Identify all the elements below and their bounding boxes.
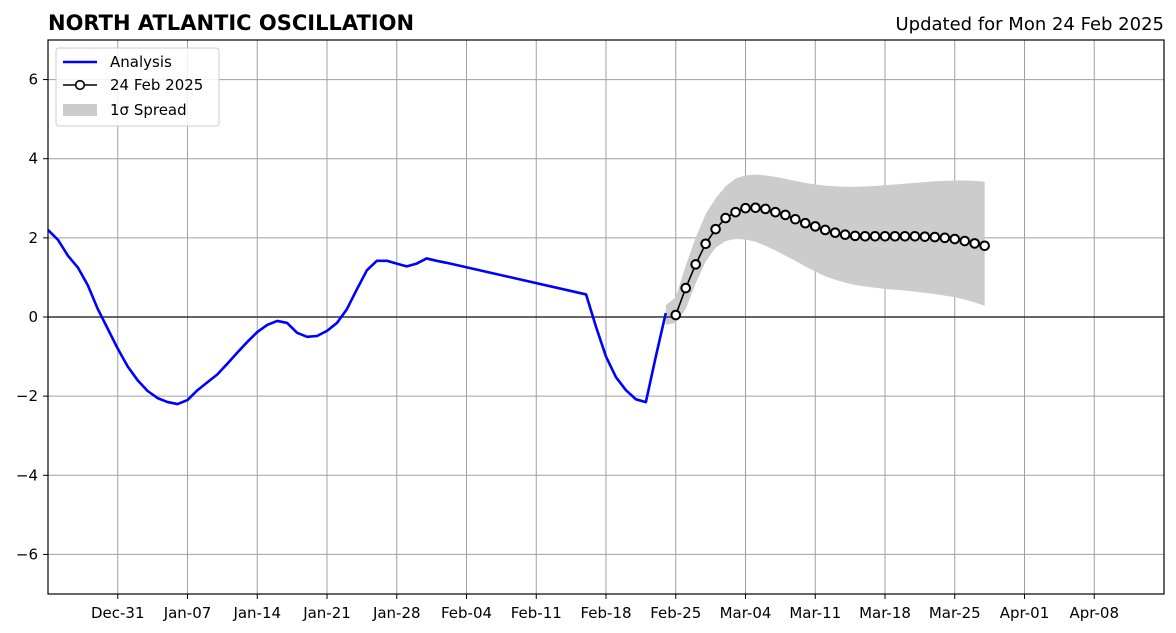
forecast-point bbox=[919, 231, 931, 242]
legend-label: 1σ Spread bbox=[110, 101, 187, 119]
forecast-point bbox=[670, 309, 682, 321]
x-tick-label: Jan-28 bbox=[372, 604, 421, 622]
forecast-point bbox=[969, 238, 980, 249]
analysis-line bbox=[47, 229, 668, 406]
y-tick-label: 0 bbox=[28, 308, 38, 326]
forecast-point bbox=[849, 230, 861, 242]
forecast-point bbox=[799, 217, 811, 229]
forecast-point bbox=[710, 223, 721, 235]
legend: Analysis 24 Feb 2025 1σ Spread bbox=[55, 47, 220, 127]
forecast-point bbox=[879, 230, 891, 242]
y-tick-label: 2 bbox=[28, 229, 38, 247]
x-tick-label: Apr-08 bbox=[1070, 604, 1120, 622]
y-tick-label: 6 bbox=[28, 71, 38, 89]
forecast-point bbox=[730, 206, 741, 218]
y-tick-label: −2 bbox=[16, 387, 38, 405]
forecast-point bbox=[939, 232, 951, 244]
legend-label: Analysis bbox=[110, 53, 172, 71]
spread-band bbox=[665, 174, 985, 325]
chart-subtitle: Updated for Mon 24 Feb 2025 bbox=[895, 14, 1164, 35]
forecast-point bbox=[909, 230, 921, 242]
forecast-point bbox=[979, 240, 990, 252]
forecast-point bbox=[750, 202, 761, 214]
forecast-point bbox=[780, 209, 791, 221]
forecast-point bbox=[839, 229, 851, 240]
x-tick-label: Mar-04 bbox=[720, 604, 772, 622]
x-tick-label: Feb-11 bbox=[511, 604, 562, 622]
legend-spread-swatch bbox=[63, 104, 97, 116]
forecast-point bbox=[740, 202, 751, 214]
x-tick-label: Jan-07 bbox=[163, 604, 212, 622]
forecast-point bbox=[889, 230, 901, 242]
x-tick-label: Feb-25 bbox=[650, 604, 701, 622]
x-tick-label: Mar-25 bbox=[929, 604, 981, 622]
forecast-point bbox=[690, 259, 701, 270]
legend-label: 24 Feb 2025 bbox=[110, 76, 203, 94]
legend-forecast-marker bbox=[74, 79, 86, 91]
forecast-point bbox=[680, 282, 692, 294]
forecast-point bbox=[770, 206, 781, 218]
x-tick-label: Feb-04 bbox=[441, 604, 492, 622]
forecast-point bbox=[720, 212, 731, 224]
forecast-point bbox=[790, 213, 801, 225]
forecast-point bbox=[700, 238, 711, 250]
x-tick-label: Mar-18 bbox=[859, 604, 911, 622]
forecast-point bbox=[929, 231, 941, 243]
x-tick-label: Feb-18 bbox=[580, 604, 631, 622]
y-tick-label: −6 bbox=[16, 545, 38, 563]
forecast-point bbox=[809, 221, 821, 232]
x-tick-label: Jan-21 bbox=[302, 604, 351, 622]
forecast-point bbox=[949, 233, 961, 245]
chart-title: NORTH ATLANTIC OSCILLATION bbox=[48, 11, 414, 35]
forecast-point bbox=[829, 227, 841, 239]
forecast-point bbox=[959, 235, 971, 247]
forecast-point bbox=[869, 230, 881, 242]
forecast-point bbox=[760, 203, 771, 215]
x-tick-label: Jan-14 bbox=[232, 604, 281, 622]
forecast-point bbox=[859, 230, 871, 242]
forecast-point bbox=[899, 230, 911, 242]
x-tick-label: Dec-31 bbox=[91, 604, 145, 622]
x-tick-label: Apr-01 bbox=[1000, 604, 1050, 622]
y-tick-label: 4 bbox=[28, 150, 38, 168]
y-tick-label: −4 bbox=[16, 466, 38, 484]
x-tick-label: Mar-11 bbox=[789, 604, 841, 622]
forecast-point bbox=[819, 224, 831, 236]
